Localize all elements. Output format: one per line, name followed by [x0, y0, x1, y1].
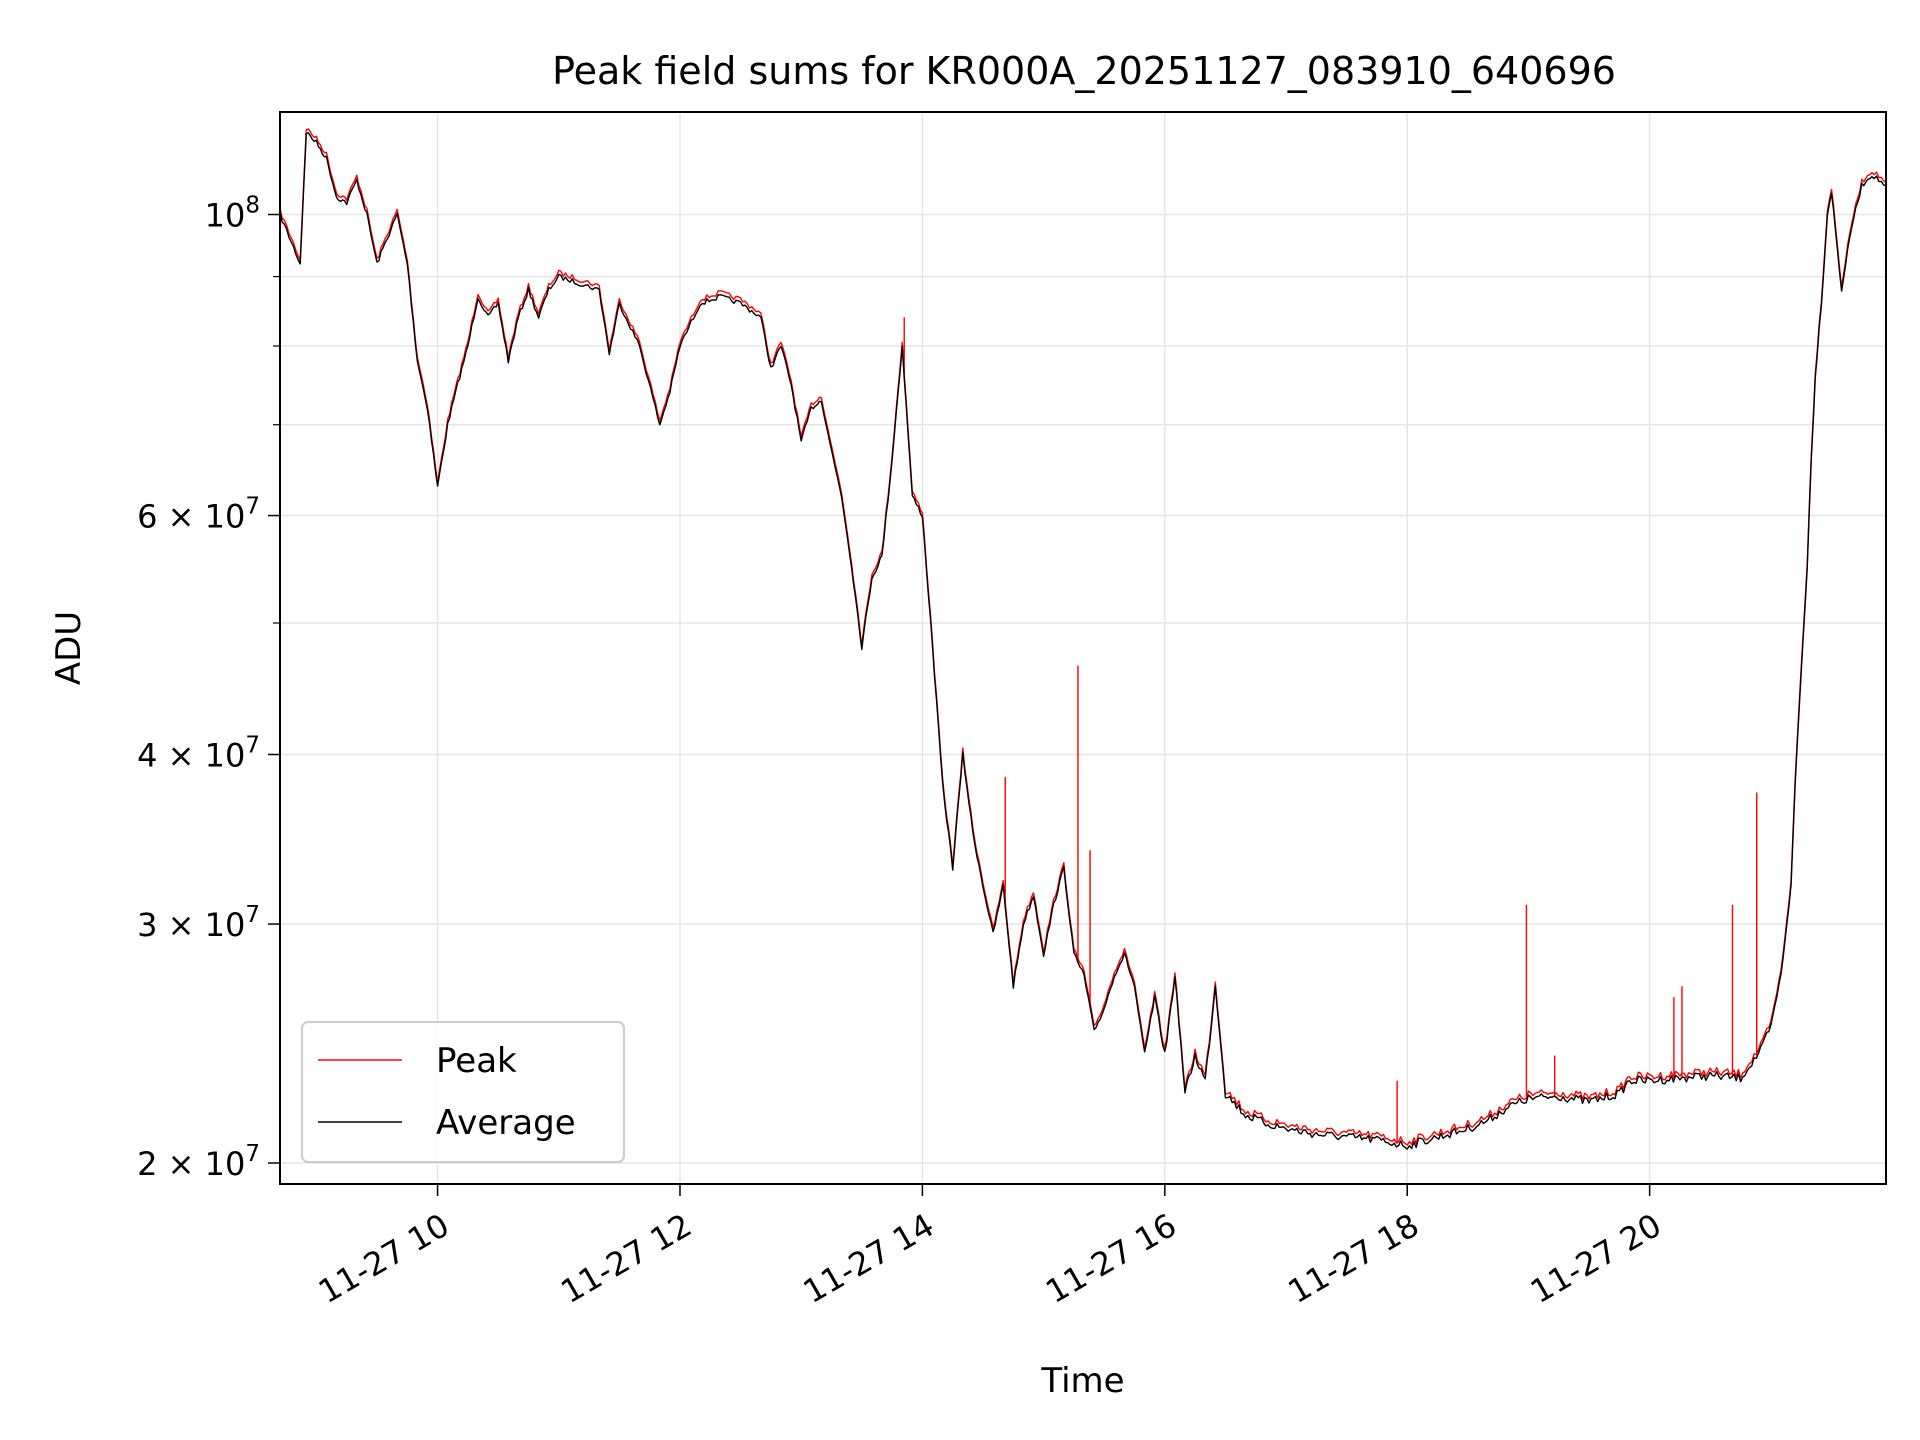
legend-label-peak: Peak: [436, 1041, 517, 1081]
legend: Peak Average: [301, 1021, 625, 1163]
chart-title: Peak field sums for KR000A_20251127_0839…: [552, 49, 1616, 93]
grid: [280, 112, 1886, 1184]
legend-box: [301, 1021, 625, 1163]
legend-label-average: Average: [436, 1103, 576, 1143]
plot-frame: [279, 111, 1887, 1185]
series-area: [279, 128, 1887, 1150]
x-axis-label: Time: [1040, 1361, 1124, 1401]
y-axis-label: ADU: [49, 611, 89, 685]
y-tick-label: 3 × 107: [137, 902, 260, 944]
series-line-average: [279, 132, 1887, 1150]
y-tick-label: 2 × 107: [137, 1141, 260, 1183]
y-tick-label: 4 × 107: [137, 733, 260, 775]
y-tick-label: 108: [205, 193, 260, 235]
y-tick-label: 6 × 107: [137, 494, 260, 536]
